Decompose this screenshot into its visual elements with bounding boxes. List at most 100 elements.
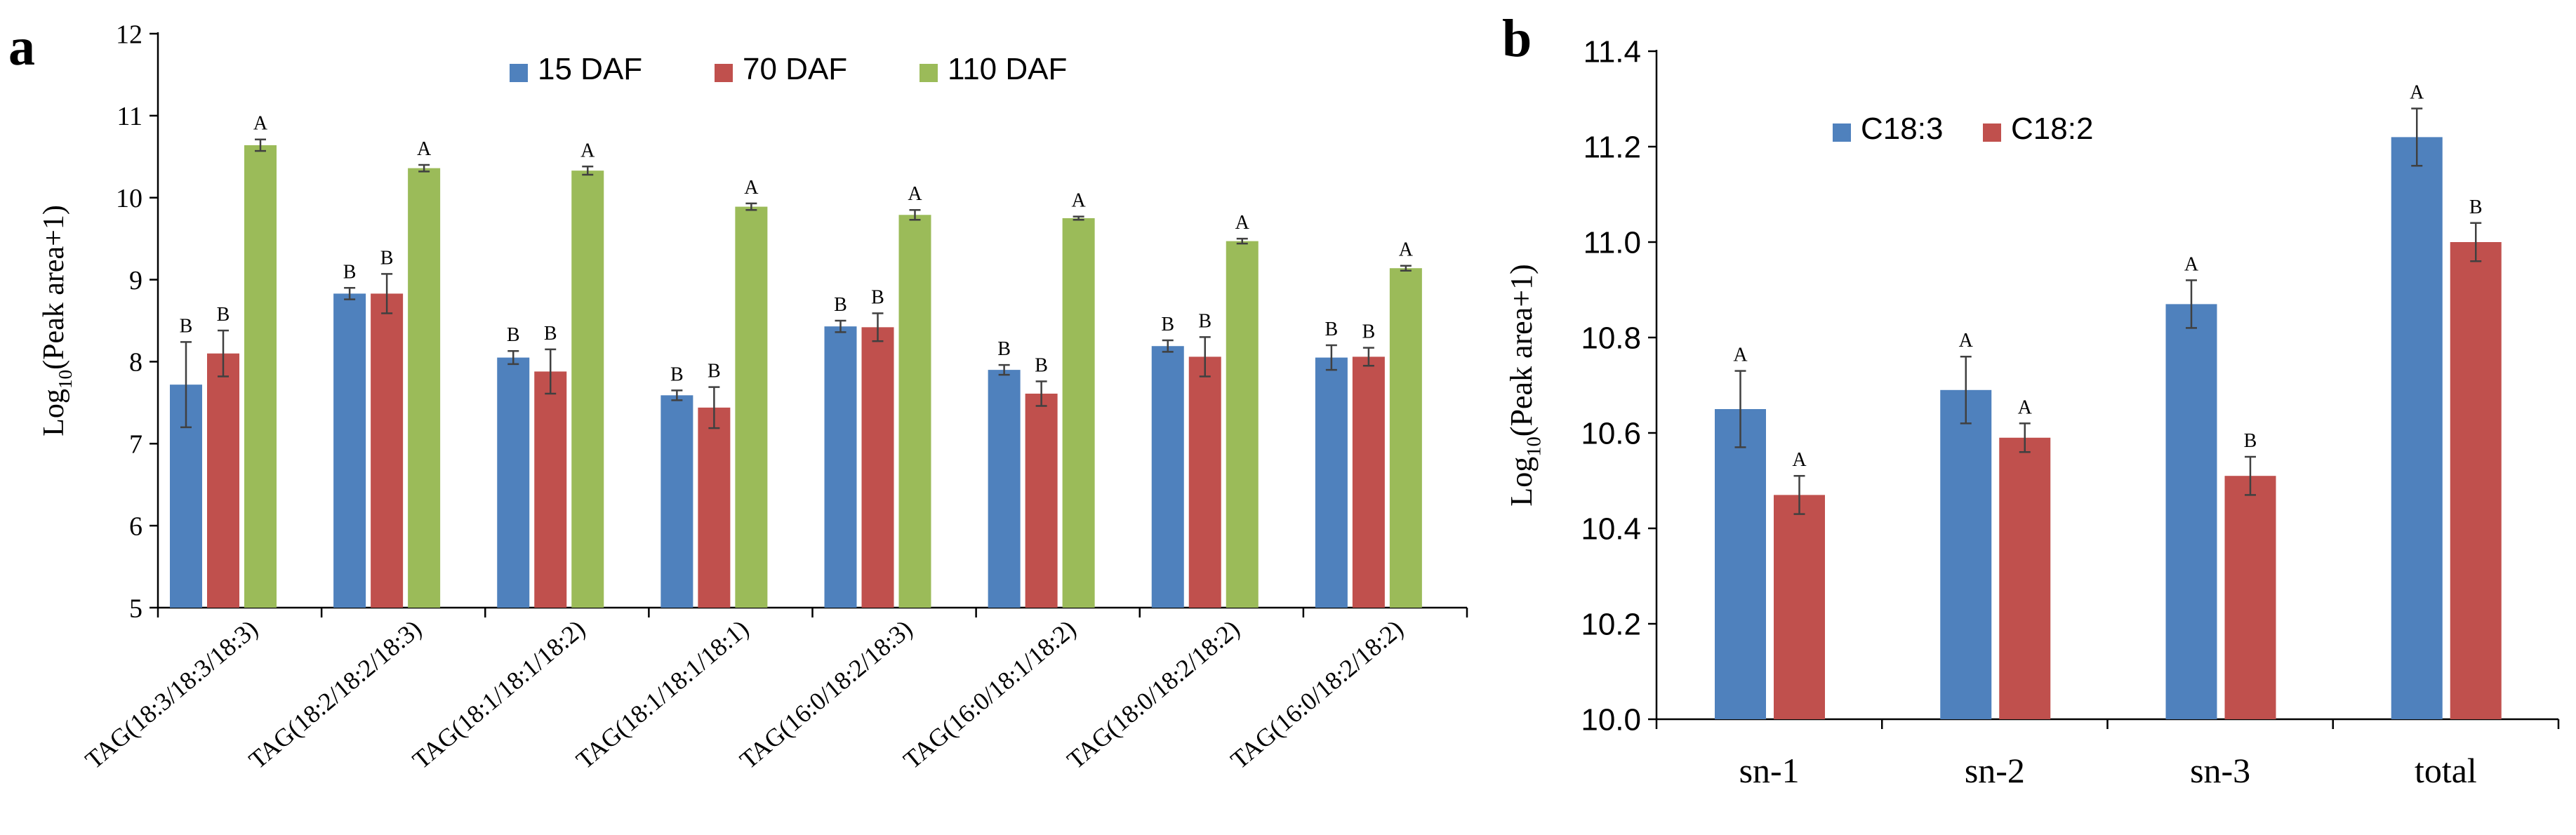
significance-letter: A [1399,239,1414,261]
bar-c18-3-1 [1715,409,1766,719]
bar-110-daf-1 [244,145,277,608]
significance-letter: B [2469,196,2483,218]
y-tick-label: 5 [129,594,142,623]
significance-letter: B [1325,319,1339,340]
bar-c18-2-1 [1774,495,1825,719]
panel-label: b [1502,9,1532,68]
bar-c18-2-2 [1999,437,2051,719]
x-tick-label: TAG(18:1/18:1/18:1) [571,614,754,774]
y-tick-label: 8 [129,348,142,378]
significance-letter: B [1198,310,1211,332]
significance-letter: B [2244,430,2257,452]
significance-letter: B [380,247,394,269]
significance-letter: B [217,304,230,326]
significance-letter: A [2018,396,2033,418]
bar-70-daf-6 [1025,394,1058,608]
x-tick-label: TAG(16:0/18:1/18:2) [898,614,1081,774]
significance-letter: A [1072,190,1087,212]
bar-c18-3-2 [1940,389,1992,719]
x-tick-label: TAG(16:0/18:2/18:3) [734,614,917,774]
bar-110-daf-5 [898,215,931,608]
legend-swatch-70-daf [715,64,733,82]
significance-letter: B [1161,314,1174,335]
x-tick-label: TAG(18:0/18:2/18:2) [1061,614,1244,774]
y-tick-label: 9 [129,266,142,295]
bar-70-daf-8 [1352,356,1385,608]
significance-letter: B [343,261,357,283]
x-tick-label: sn-3 [2190,751,2250,790]
y-axis-title-subscript: 10 [55,370,76,389]
significance-letter: A [1959,330,1974,352]
x-tick-label: TAG(18:3/18:3/18:3) [80,614,263,774]
legend-label: 15 DAF [538,52,642,86]
bar-15-daf-3 [497,357,530,608]
bar-70-daf-2 [371,293,404,608]
bar-110-daf-3 [571,171,604,608]
y-tick-label: 11.4 [1584,34,1641,69]
significance-letter: A [2184,253,2199,275]
significance-letter: A [1733,345,1748,366]
bar-15-daf-6 [988,370,1021,608]
y-axis-title-prefix: Log [38,389,70,436]
bar-15-daf-8 [1315,357,1348,608]
legend-swatch-c18-2 [1983,123,2001,142]
significance-letter: A [1792,449,1807,471]
bar-110-daf-4 [735,206,768,608]
bar-110-daf-6 [1062,218,1095,608]
y-tick-label: 10.2 [1581,607,1641,641]
significance-letter: B [1035,354,1048,376]
y-tick-label: 10.6 [1581,416,1641,450]
bar-c18-3-4 [2391,137,2443,719]
y-axis-title-prefix: Log [1504,457,1539,507]
significance-letter: A [744,177,759,199]
significance-letter: B [871,286,884,308]
significance-letter: B [834,294,847,316]
bar-15-daf-7 [1151,346,1184,608]
significance-letter: B [507,324,520,346]
y-tick-label: 10.0 [1581,702,1641,737]
bar-70-daf-5 [861,327,894,608]
significance-letter: A [1235,212,1250,234]
y-axis-title-subscript: 10 [1523,436,1545,457]
significance-letter: B [180,315,193,337]
legend-label: 110 DAF [948,52,1067,86]
y-tick-label: 10.4 [1581,512,1641,546]
x-tick-label: TAG(18:1/18:1/18:2) [407,614,590,774]
significance-letter: A [908,183,922,205]
bar-c18-2-4 [2450,242,2502,719]
y-tick-label: 11.0 [1584,225,1641,260]
y-tick-label: 10.8 [1581,321,1641,355]
bar-70-daf-1 [207,353,239,608]
y-axis-title-suffix: (Peak area+1) [38,205,70,370]
y-tick-label: 10 [116,184,142,213]
legend-label: 70 DAF [743,52,847,86]
legend-swatch-c18-3 [1833,123,1851,142]
bar-15-daf-4 [660,395,693,608]
y-axis-title-suffix: (Peak area+1) [1504,264,1539,436]
bar-c18-2-3 [2224,476,2276,719]
significance-letter: B [997,338,1011,360]
bar-70-daf-4 [698,407,731,608]
significance-letter: B [1362,321,1376,343]
y-tick-label: 11 [117,102,142,131]
panel-b: b 10.0 10.2 10.4 10.6 10.8 11.0 11.2 11.4 Log10(P… [1502,9,2560,790]
x-tick-label: TAG(16:0/18:2/18:2) [1226,614,1409,774]
legend-swatch-110-daf [919,64,938,82]
x-tick-label: sn-1 [1739,751,1800,790]
significance-letter: B [670,363,684,385]
y-tick-label: 12 [116,20,142,49]
significance-letter: B [544,323,557,345]
bar-110-daf-2 [408,168,441,608]
legend-label: C18:3 [1861,112,1943,146]
y-tick-label: 11.2 [1584,130,1641,164]
y-tick-label: 6 [129,512,142,541]
bar-110-daf-7 [1226,241,1259,608]
bar-70-daf-3 [534,371,567,608]
bar-110-daf-8 [1389,268,1422,608]
legend-label: C18:2 [2011,112,2093,146]
legend-swatch-15-daf [510,64,528,82]
significance-letter: A [2410,82,2424,104]
bar-70-daf-7 [1188,356,1221,608]
